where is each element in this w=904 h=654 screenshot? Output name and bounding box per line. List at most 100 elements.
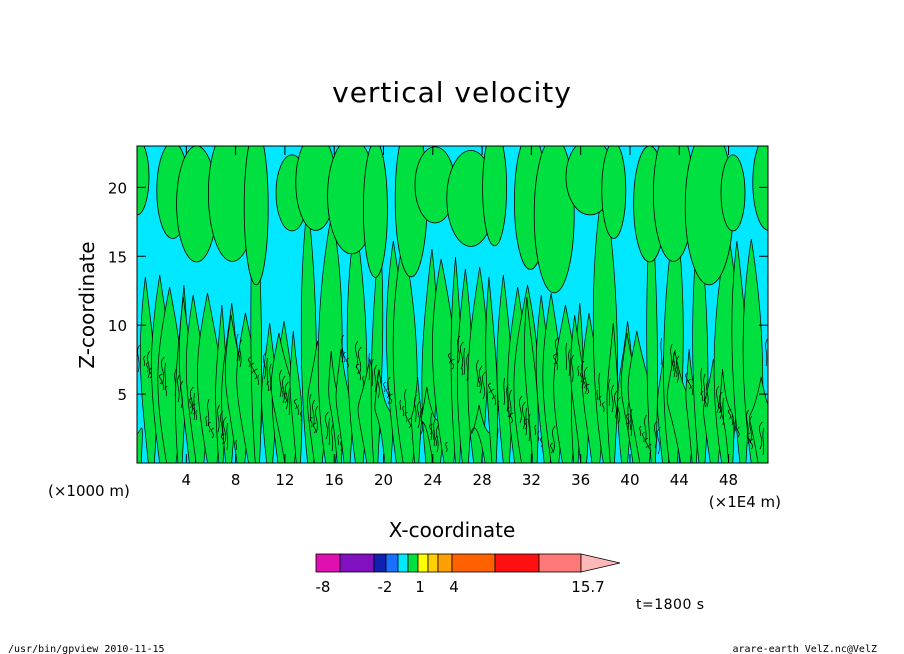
velocity-contour-line [386, 387, 390, 399]
velocity-contour-line [507, 406, 510, 418]
velocity-contour-line [556, 359, 559, 371]
velocity-contour-line [675, 366, 678, 378]
footer-right-text: arare-earth_VelZ.nc@VelZ [733, 644, 878, 654]
footer-left-text: /usr/bin/gpview 2010-11-15 [8, 644, 165, 654]
velocity-contour-line [670, 343, 673, 372]
colorbar-labels: -8 -2 1 4 15.7 [316, 578, 605, 596]
velocity-plume [410, 376, 423, 463]
x-axis-unit-right: (×1E4 m) [709, 493, 781, 511]
velocity-contour-line [388, 393, 393, 405]
velocity-contour-line [599, 395, 602, 407]
velocity-contour-line [583, 377, 587, 389]
velocity-contour-line [433, 418, 436, 447]
colorbar-cells [315, 553, 621, 573]
velocity-contour-line [461, 364, 464, 376]
velocity-contour-line [404, 388, 407, 417]
velocity-contour-line [497, 400, 500, 412]
velocity-contour-line [568, 348, 571, 377]
velocity-contour-line [238, 350, 241, 362]
velocity-contour-line [371, 358, 374, 387]
velocity-contour-line [611, 384, 614, 413]
velocity-contour-line [147, 350, 151, 379]
velocity-contour-line [704, 396, 707, 408]
velocity-contour-line [208, 421, 211, 433]
velocity-contour-line [608, 378, 611, 407]
velocity-contour-line [749, 438, 754, 450]
velocity-plume [524, 296, 539, 463]
colorbar-cell [451, 553, 496, 573]
colorbar: -8 -2 1 4 15.7 [315, 553, 621, 596]
velocity-contour-line [435, 435, 438, 447]
velocity-contour-line [288, 387, 291, 416]
velocity-contour-line [337, 434, 340, 446]
x-tick-label: 16 [325, 471, 344, 489]
velocity-contour-line [328, 417, 331, 446]
velocity-contour-line [193, 392, 196, 421]
velocity-contour-line [189, 386, 194, 415]
velocity-contour-line [164, 362, 167, 391]
velocity-contour-line [359, 369, 362, 381]
velocity-contour-line [701, 390, 704, 402]
colorbar-cell [407, 553, 419, 573]
velocity-contour-line [734, 420, 737, 432]
velocity-contour-line [253, 368, 258, 380]
velocity-contour-line [703, 373, 706, 402]
velocity-upper-patch [720, 154, 746, 232]
velocity-contour-line [583, 366, 588, 395]
x-tick-label: 32 [522, 471, 541, 489]
velocity-contour-line [180, 380, 184, 409]
velocity-contour-line [691, 384, 694, 396]
velocity-contour-line [149, 367, 153, 379]
velocity-field [137, 146, 768, 463]
velocity-contour-line [676, 355, 680, 384]
velocity-contour-line [722, 397, 725, 426]
velocity-contour-line [284, 381, 289, 410]
velocity-contour-line [627, 402, 630, 431]
colorbar-cell [339, 553, 375, 573]
velocity-contour-line [386, 376, 391, 405]
velocity-contour-line [419, 406, 424, 435]
x-tick-label: 40 [620, 471, 639, 489]
velocity-contour-line [195, 409, 198, 421]
velocity-upper-patch [752, 146, 768, 231]
velocity-contour-line [510, 412, 514, 424]
velocity-contour-line [226, 422, 229, 451]
velocity-contour-line [718, 391, 723, 420]
velocity-contour-line [598, 372, 601, 401]
velocity-contour-line [146, 361, 149, 373]
velocity-upper-patch [363, 146, 388, 278]
velocity-contour-line [537, 430, 540, 442]
velocity-contour-line [235, 439, 238, 451]
colorbar-cell [494, 553, 540, 573]
velocity-contour-line [417, 400, 421, 429]
velocity-plume [485, 276, 498, 463]
velocity-contour-line [481, 371, 486, 400]
velocity-contour-line [414, 394, 417, 423]
velocity-contour-line [765, 338, 768, 367]
velocity-contour-line [309, 393, 312, 422]
y-tick-label: 20 [108, 179, 127, 197]
y-tick-label: 5 [117, 386, 127, 404]
colorbar-label: 1 [415, 578, 425, 596]
velocity-contour-line [577, 365, 580, 377]
velocity-contour-line [374, 364, 377, 393]
x-tick-label: 28 [473, 471, 492, 489]
velocity-contour-line [279, 369, 282, 398]
velocity-contour-line [408, 417, 412, 429]
velocity-contour-line [540, 436, 543, 448]
velocity-contour-line [207, 398, 210, 427]
velocity-contour-line [313, 422, 317, 434]
colorbar-label: 4 [449, 578, 459, 596]
velocity-contour-line [478, 376, 481, 388]
velocity-contour-line [450, 358, 455, 370]
velocity-contour-line [248, 356, 251, 368]
velocity-contour-line [383, 381, 386, 393]
velocity-contour-line [236, 333, 239, 362]
velocity-contour-line [490, 388, 495, 400]
velocity-contour-line [552, 353, 557, 365]
velocity-contour-line [402, 405, 405, 417]
velocity-plume [606, 322, 619, 463]
velocity-contour-line [315, 405, 319, 434]
velocity-contour-line [687, 378, 692, 390]
x-tick-label: 36 [571, 471, 590, 489]
